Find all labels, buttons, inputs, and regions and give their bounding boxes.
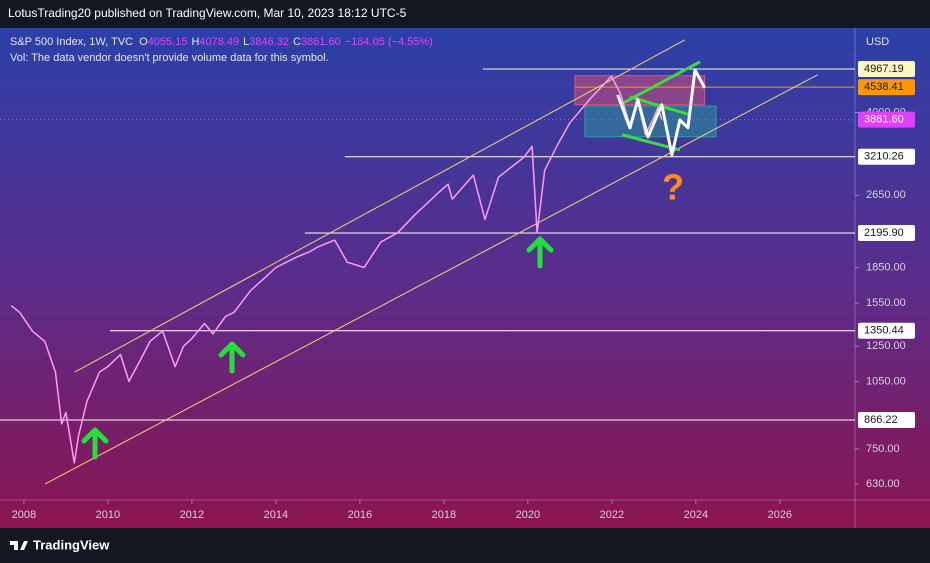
published: LotusTrading20 published on TradingView.… [8,6,407,20]
logo: TradingView [10,537,110,552]
level-tag [858,322,915,339]
x-tick-label: 2022 [600,509,624,521]
projection [616,68,707,157]
ohlc-key: C [293,36,301,48]
panel [0,28,930,528]
x-tick-label: 2016 [348,509,372,521]
level-label: 1350.44 [864,325,904,337]
level-label: 866.22 [864,414,898,426]
symbol: S&P 500 Index, 1W, TVC [10,36,133,48]
x-tick-label: 2010 [96,509,120,521]
level-label: 3861.60 [864,113,904,125]
y-tick-label: 1850.00 [866,261,906,273]
x-tick-label: 2012 [180,509,204,521]
y-tick-label: 1550.00 [866,297,906,309]
annotation: ? [662,167,684,208]
brand: TradingView [33,537,110,552]
ohlc-key: L [243,36,249,48]
currency: USD [866,36,889,48]
ohlc-value: 3846.32 [249,36,289,48]
arrows [81,236,554,460]
ohlc-value: 4078.49 [199,36,239,48]
level-tag [858,148,915,165]
level-tag [858,225,915,242]
x-tick-label: 2018 [432,509,456,521]
x-tick-label: 2026 [768,509,792,521]
x-tick-label: 2024 [684,509,708,521]
x-tick-label: 2008 [12,509,36,521]
level-tag [858,412,915,429]
arrow [81,427,109,460]
change: −184.05 (−4.55%) [345,36,433,48]
ohlc-key: H [191,36,199,48]
level-label: 2195.90 [864,227,904,239]
y-tick-label: 630.00 [866,478,900,490]
plot [0,39,855,485]
level-tag [858,79,915,96]
x-tick-label: 2020 [516,509,540,521]
y-tick-label: 1250.00 [866,340,906,352]
arrow [218,341,246,374]
y-tick-label: 1050.00 [866,375,906,387]
arrow [526,236,554,269]
trendline [44,74,818,485]
y-tick-label: 750.00 [866,443,900,455]
level-tag [858,111,915,128]
ohlc-value: 4055.15 [148,36,188,48]
level-label: 4967.19 [864,63,904,75]
symbol-legend: S&P 500 Index, 1W, TVC O4055.15 H4078.49 L3… [10,36,433,48]
level-label: 3210.26 [864,151,904,163]
ohlc-value: 3861.60 [301,36,341,48]
level-label: 4538.41 [864,81,904,93]
logo-icon [10,541,28,550]
level-tag [858,60,915,77]
price-line [10,75,663,464]
y-tick-label: 2650.00 [866,189,906,201]
x-tick-label: 2014 [264,509,288,521]
volume-note: Vol: The data vendor doesn't provide vol… [10,52,329,64]
trendline [74,39,686,373]
ohlc-key: O [139,36,148,48]
